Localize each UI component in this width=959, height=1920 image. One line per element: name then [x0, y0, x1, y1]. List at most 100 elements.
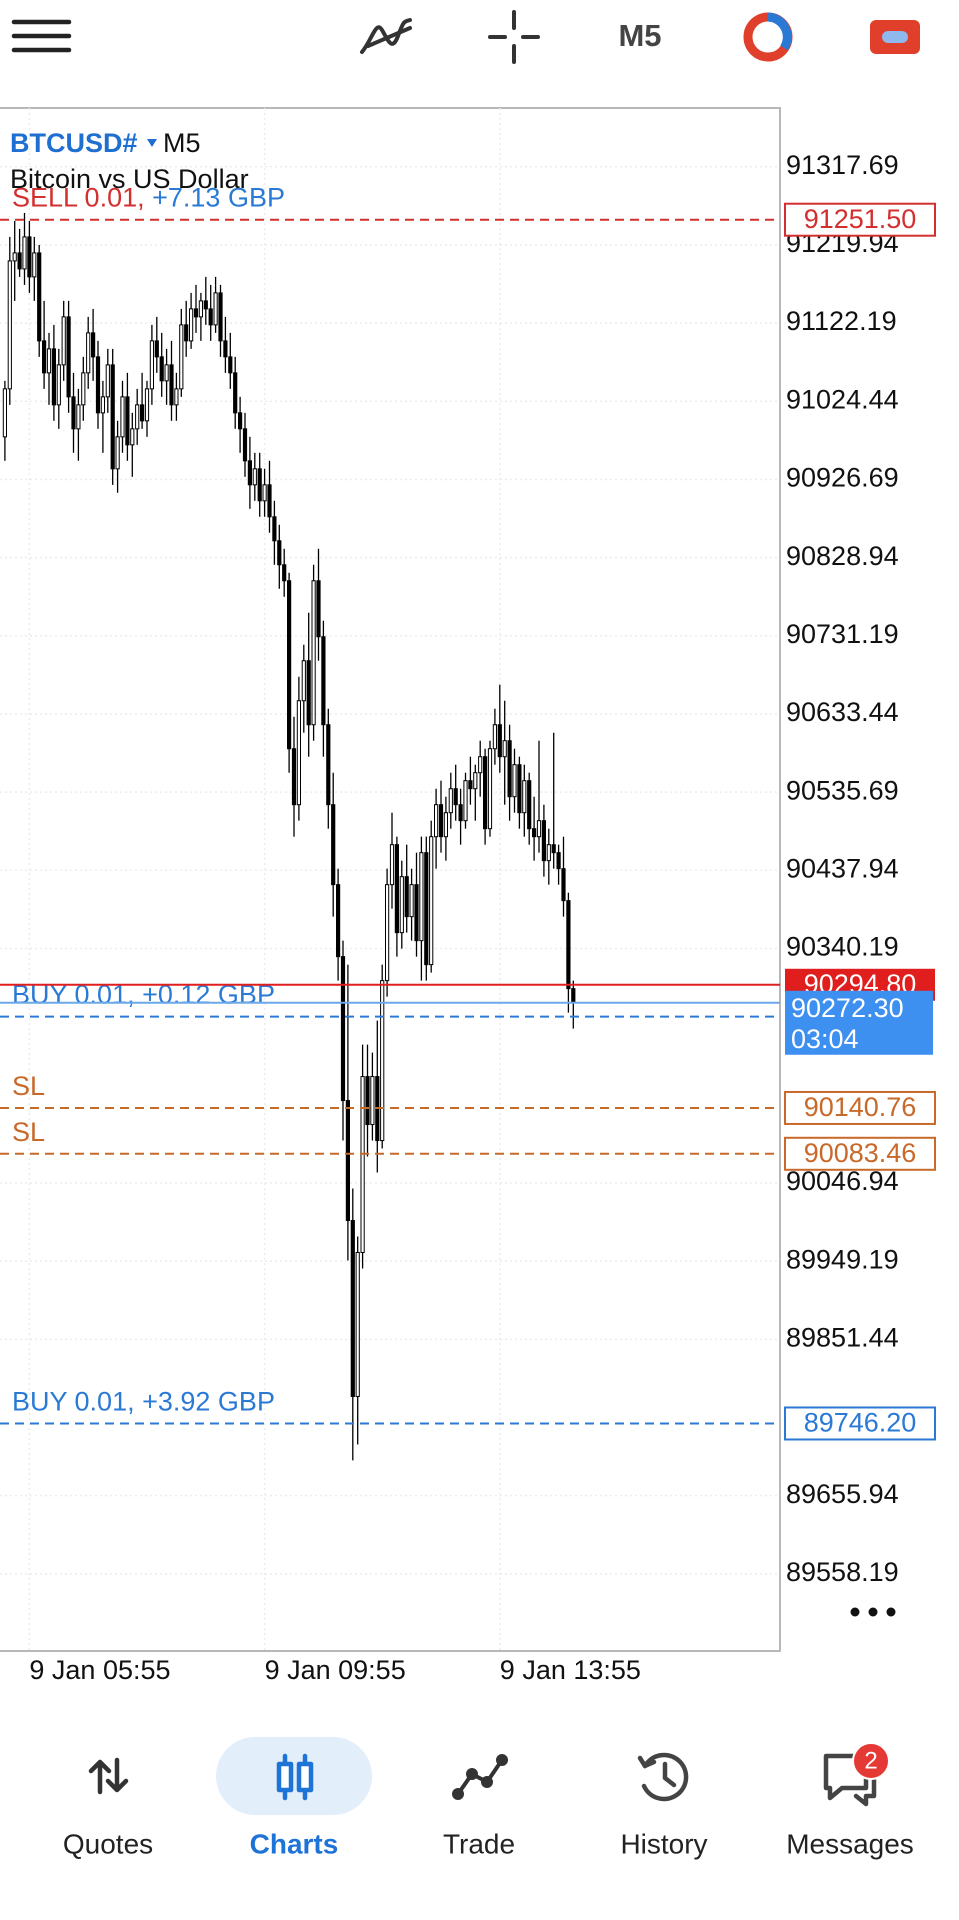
price-tag-label: 89746.20	[804, 1408, 917, 1438]
candle-body	[228, 356, 233, 374]
candle-body	[169, 364, 174, 406]
x-tick-label: 9 Jan 09:55	[265, 1655, 406, 1685]
y-tick-label: 89949.19	[786, 1244, 899, 1274]
trading-button[interactable]	[743, 12, 793, 62]
candle-body	[321, 636, 326, 726]
candle-body	[532, 828, 537, 838]
candle-body	[115, 436, 120, 470]
candle-body	[512, 764, 517, 798]
candle-body	[350, 1220, 355, 1397]
order-label: SL	[12, 1071, 45, 1101]
candle-body	[463, 780, 468, 822]
candle-body	[571, 988, 576, 1004]
price-tag	[784, 1090, 936, 1125]
candle-body	[203, 300, 208, 310]
candle-body	[208, 308, 213, 326]
price-tag	[784, 1406, 936, 1441]
candle-body	[86, 332, 91, 374]
candle-body	[546, 844, 551, 862]
crosshair-button[interactable]	[488, 10, 540, 64]
candle-body	[566, 900, 571, 990]
candle-body	[51, 348, 56, 406]
timeframe-button[interactable]: M5	[618, 18, 661, 53]
nav-label[interactable]: History	[620, 1828, 707, 1859]
candle-body	[140, 404, 145, 422]
candle-body	[262, 484, 267, 502]
candle-body	[76, 404, 81, 430]
y-tick-label: 90828.94	[786, 541, 899, 571]
y-tick-label: 90437.94	[786, 853, 899, 883]
candle-body	[184, 324, 189, 342]
nav-icons	[88, 1752, 877, 1807]
candle-body	[365, 1076, 370, 1126]
candle-body	[213, 292, 218, 326]
candle-body	[429, 836, 434, 966]
price-tag-label: 91251.50	[804, 204, 917, 234]
menu-button[interactable]	[11, 19, 72, 53]
candle-body	[345, 1100, 350, 1222]
candle-body	[483, 756, 488, 830]
price-tag	[784, 1136, 936, 1171]
candle-body	[419, 852, 424, 942]
candle-body	[438, 804, 444, 838]
candle-body	[257, 468, 262, 502]
candle-body	[301, 660, 306, 702]
candle-body	[242, 428, 248, 462]
x-tick-label: 9 Jan 05:55	[29, 1655, 170, 1685]
price-tag-label: 90083.46	[804, 1138, 917, 1168]
nav-label[interactable]: Charts	[250, 1828, 339, 1859]
candle-body	[81, 372, 86, 406]
candle-body	[91, 332, 96, 358]
grid: 91317.6991219.9491122.1991024.4490926.69…	[0, 108, 899, 1685]
candle-body	[522, 780, 527, 814]
candle-body	[541, 820, 546, 862]
candle-body	[159, 356, 164, 382]
candle-body	[144, 388, 150, 422]
trade-icon[interactable]	[452, 1754, 508, 1800]
candle-body	[130, 428, 135, 446]
candle-body	[497, 724, 502, 758]
candle-body	[551, 844, 556, 854]
y-tick-label: 91122.19	[786, 306, 897, 336]
order-label: SL	[12, 1117, 45, 1147]
nav-label[interactable]: Trade	[443, 1828, 515, 1859]
candle-body	[468, 780, 473, 790]
history-icon[interactable]	[637, 1752, 689, 1802]
candle-body	[370, 1076, 375, 1126]
quotes-icon[interactable]	[88, 1757, 129, 1795]
candle-body	[189, 308, 194, 342]
candle-body	[42, 340, 47, 374]
nav-label[interactable]: Quotes	[63, 1828, 153, 1859]
candle-body	[267, 484, 272, 518]
order-profit: +7.13 GBP	[152, 183, 285, 213]
y-tick-label: 90926.69	[786, 463, 899, 493]
y-tick-label: 91317.69	[786, 150, 899, 180]
candle-body	[527, 780, 532, 830]
candle-body	[326, 724, 331, 806]
y-tick-label: 89558.19	[786, 1557, 899, 1587]
nav-badge-count: 2	[864, 1747, 877, 1774]
candle-body	[252, 468, 257, 486]
bid-tag	[785, 990, 933, 1055]
candle-body	[37, 252, 42, 342]
candle-body	[66, 316, 71, 398]
candle-body	[306, 660, 311, 726]
candle-body	[95, 356, 101, 414]
nav-label[interactable]: Messages	[786, 1828, 914, 1859]
symbol-name[interactable]: BTCUSD#	[10, 128, 138, 158]
order-type: SL	[12, 1071, 45, 1101]
candle-body	[100, 396, 106, 414]
charts-icon[interactable]	[276, 1753, 314, 1801]
candle-body	[179, 324, 184, 390]
account-button[interactable]	[870, 20, 920, 54]
candles	[2, 212, 576, 1461]
indicators-button[interactable]	[360, 18, 412, 54]
symbol-dropdown[interactable]	[147, 139, 157, 147]
candle-body	[340, 956, 346, 1102]
candle-body	[291, 748, 297, 806]
candle-body	[198, 300, 204, 318]
more-button[interactable]	[850, 1607, 896, 1617]
candle-body	[120, 396, 125, 438]
